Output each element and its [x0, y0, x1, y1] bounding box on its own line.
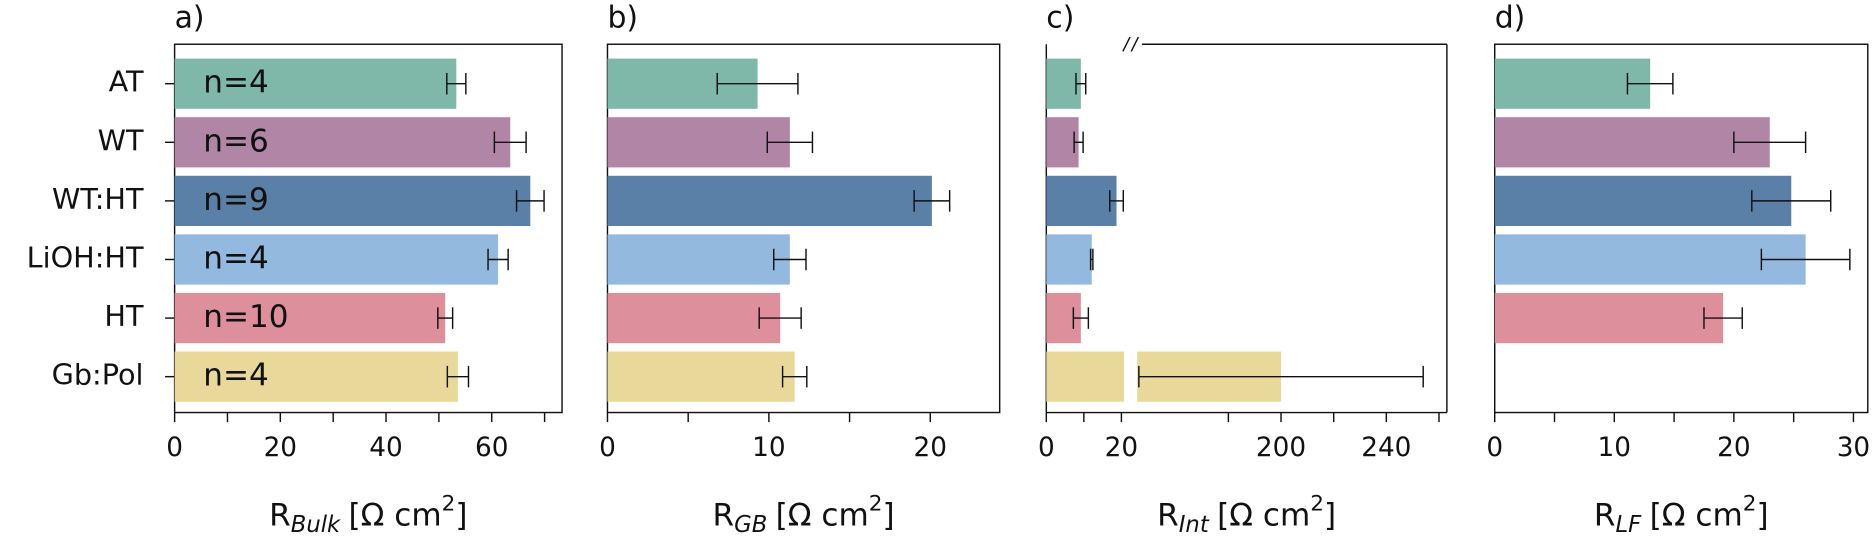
x-tick-label: 0	[1038, 433, 1055, 463]
bar	[1046, 175, 1117, 226]
label-main: R	[1594, 498, 1616, 534]
label-main: R	[1157, 498, 1179, 534]
label-sup: 2	[1743, 492, 1757, 517]
bar	[607, 175, 932, 226]
bar	[1046, 234, 1092, 285]
label-sub: LF	[1616, 511, 1643, 537]
x-tick-label: 20	[1105, 433, 1138, 463]
x-axis-label: RLF [Ω cm2]	[1594, 492, 1769, 538]
label-end: ]	[455, 498, 467, 534]
sample-count: n=6	[203, 123, 269, 159]
y-tick-label: WT:HT	[52, 182, 144, 216]
label-sub: Bulk	[291, 511, 341, 537]
panel-label: d)	[1495, 1, 1526, 36]
x-tick-label: 0	[599, 433, 616, 463]
label-end: ]	[883, 498, 895, 534]
x-axis-label: RBulk [Ω cm2]	[269, 492, 467, 538]
x-tick-label: 0	[1486, 433, 1503, 463]
x-tick-label: 30	[1837, 433, 1870, 463]
bar	[174, 58, 457, 109]
y-tick-label: LiOH:HT	[27, 240, 144, 274]
label-sub: Int	[1179, 511, 1210, 537]
x-tick-label: 20	[1717, 433, 1750, 463]
x-tick-label: 60	[475, 433, 508, 463]
label-main: R	[713, 498, 735, 534]
bar	[1494, 58, 1651, 109]
bar	[174, 175, 531, 226]
x-tick-label: 10	[1598, 433, 1631, 463]
sample-count: n=4	[203, 358, 269, 394]
y-tick-label: HT	[104, 299, 144, 333]
bar	[607, 117, 790, 168]
y-tick-label: AT	[109, 65, 144, 99]
bar	[1494, 292, 1724, 344]
x-axis-label: RGB [Ω cm2]	[713, 492, 895, 538]
x-tick-label: 0	[166, 433, 183, 463]
sample-count: n=9	[203, 182, 269, 218]
label-sup: 2	[1310, 492, 1324, 517]
label-sup: 2	[442, 492, 456, 517]
x-tick-label: 20	[914, 433, 947, 463]
bar	[174, 234, 499, 285]
bar	[174, 292, 446, 344]
bar	[607, 234, 790, 285]
sample-count: n=4	[203, 65, 269, 101]
plot-frame	[1494, 43, 1869, 414]
panel-label: a)	[175, 1, 205, 36]
label-unit: [Ω cm	[349, 498, 442, 534]
bar	[174, 351, 458, 402]
label-unit: [Ω cm	[1650, 498, 1743, 534]
x-axis-label: RInt [Ω cm2]	[1157, 492, 1336, 538]
axis-break	[1122, 36, 1131, 52]
x-tick-label: 40	[369, 433, 402, 463]
panel-label: c)	[1046, 1, 1074, 36]
bar	[607, 292, 781, 344]
y-tick-label: Gb:Pol	[52, 358, 144, 392]
label-sup: 2	[869, 492, 883, 517]
plot-frame	[606, 43, 1001, 414]
bar	[1494, 234, 1806, 285]
label-end: ]	[1756, 498, 1768, 534]
bar	[1494, 175, 1792, 226]
plot-frame	[173, 43, 563, 414]
x-tick-label: 200	[1256, 433, 1306, 463]
panel-label: b)	[607, 1, 638, 36]
x-tick-label: 240	[1361, 433, 1411, 463]
x-tick-label: 10	[752, 433, 785, 463]
y-tick-label: WT	[98, 123, 144, 157]
label-unit: [Ω cm	[776, 498, 869, 534]
label-main: R	[269, 498, 291, 534]
x-tick-label: 20	[264, 433, 297, 463]
bar	[1046, 117, 1079, 168]
sample-count: n=4	[203, 240, 269, 276]
axis-break	[1130, 36, 1140, 52]
bar	[1046, 58, 1081, 109]
label-end: ]	[1324, 498, 1336, 534]
label-sub: GB	[734, 511, 767, 537]
bar	[607, 351, 795, 402]
bar	[1494, 117, 1770, 168]
sample-count: n=10	[203, 299, 288, 335]
bar	[174, 117, 511, 168]
label-unit: [Ω cm	[1217, 498, 1310, 534]
bar	[1046, 351, 1125, 402]
